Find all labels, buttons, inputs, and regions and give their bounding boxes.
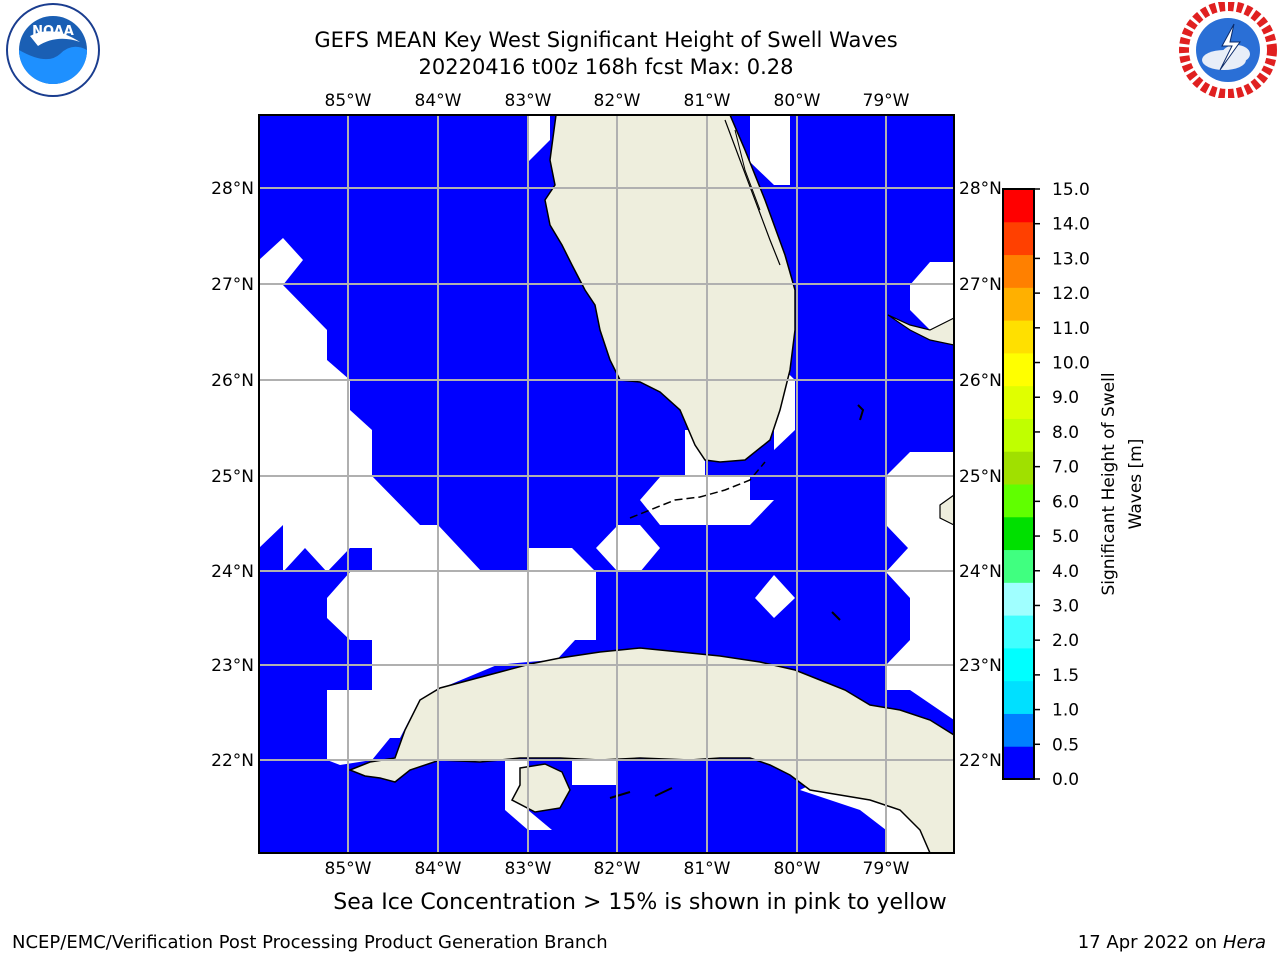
colorbar-tick-label: 1.5 — [1052, 666, 1079, 686]
colorbar-segment — [1003, 484, 1034, 518]
lon-label-top: 79°W — [863, 91, 910, 111]
lon-label-top: 81°W — [684, 91, 731, 111]
cuba-land — [347, 647, 954, 853]
florida-keys — [629, 461, 766, 519]
isla-juventud — [510, 763, 571, 813]
colorbar-segment — [1003, 647, 1034, 682]
noaa-logo-text: NOAA — [32, 24, 74, 39]
lat-label-right: 28°N — [959, 179, 1002, 199]
colorbar-tick-label: 2.0 — [1052, 631, 1079, 651]
lon-label-top: 85°W — [325, 91, 372, 111]
lat-label-right: 27°N — [959, 275, 1002, 295]
lon-label-top: 84°W — [415, 91, 462, 111]
lon-label-bottom: 84°W — [415, 859, 462, 879]
colorbar-segment — [1003, 582, 1034, 616]
lon-label-top: 82°W — [594, 91, 641, 111]
colorbar-segment — [1003, 385, 1034, 419]
sea-ice-note: Sea Ice Concentration > 15% is shown in … — [333, 890, 947, 915]
nws-logo — [1179, 2, 1277, 98]
bahamas-land — [887, 314, 954, 346]
chart-subtitle: 20220416 t00z 168h fcst Max: 0.28 — [418, 55, 794, 79]
colorbar-tick-label: 9.0 — [1052, 388, 1079, 408]
colorbar-segment — [1003, 221, 1034, 256]
lat-label-left: 23°N — [211, 656, 254, 676]
colorbar-segment — [1003, 418, 1034, 452]
colorbar-label-line2: Waves [m] — [1126, 439, 1146, 530]
lat-label-left: 22°N — [211, 751, 254, 771]
lon-label-bottom: 79°W — [863, 859, 910, 879]
colorbar-tick-label: 7.0 — [1052, 458, 1079, 478]
colorbar-tick-label: 10.0 — [1052, 354, 1090, 374]
lon-label-bottom: 82°W — [594, 859, 641, 879]
colorbar-tick-label: 4.0 — [1052, 562, 1079, 582]
colorbar-segments — [1003, 189, 1034, 780]
lat-label-right: 22°N — [959, 751, 1002, 771]
map-gridlines — [259, 115, 954, 853]
colorbar-segment — [1003, 451, 1034, 485]
colorbar-tick-label: 0.0 — [1052, 770, 1079, 790]
colorbar-segment — [1003, 680, 1034, 714]
colorbar-segment — [1003, 189, 1034, 223]
colorbar-tick-label: 12.0 — [1052, 284, 1090, 304]
colorbar-segment — [1003, 615, 1034, 649]
footer-date: 17 Apr 2022 on Hera — [1078, 932, 1266, 953]
map-frame — [258, 114, 955, 854]
lon-label-bottom: 80°W — [774, 859, 821, 879]
lon-label-top: 83°W — [505, 91, 552, 111]
colorbar-segment — [1003, 549, 1034, 583]
colorbar-tick-label: 5.0 — [1052, 527, 1079, 547]
colorbar-tick-label: 0.5 — [1052, 735, 1079, 755]
lon-label-top: 80°W — [774, 91, 821, 111]
florida-land — [544, 115, 796, 463]
colorbar-tick-label: 11.0 — [1052, 319, 1090, 339]
colorbar-segment — [1003, 287, 1034, 321]
colorbar-label-line1: Significant Height of Swell — [1099, 372, 1119, 595]
lon-label-bottom: 81°W — [684, 859, 731, 879]
noaa-logo: NOAA — [6, 3, 100, 97]
colorbar-tick-label: 6.0 — [1052, 492, 1079, 512]
footer-host: Hera — [1222, 932, 1266, 953]
colorbar: 15.0 14.0 13.0 12.0 11.0 10.0 9.0 8.0 7.0 6.0 5.0 4… — [1002, 180, 1146, 790]
lat-label-right: 23°N — [959, 656, 1002, 676]
colorbar-tick-label: 14.0 — [1052, 215, 1090, 235]
colorbar-tick-label: 3.0 — [1052, 596, 1079, 616]
lon-label-bottom: 85°W — [325, 859, 372, 879]
lat-label-right: 24°N — [959, 562, 1002, 582]
lat-label-left: 25°N — [211, 467, 254, 487]
lat-label-left: 26°N — [211, 371, 254, 391]
footer-credit: NCEP/EMC/Verification Post Processing Pr… — [12, 932, 608, 953]
colorbar-tick-label: 8.0 — [1052, 423, 1079, 443]
colorbar-segment — [1003, 713, 1034, 747]
colorbar-tick-label: 13.0 — [1052, 249, 1090, 269]
colorbar-segment — [1003, 352, 1034, 387]
colorbar-segment — [1003, 516, 1034, 551]
colorbar-frame — [1002, 188, 1035, 780]
lon-label-bottom: 83°W — [505, 859, 552, 879]
colorbar-segment — [1003, 320, 1034, 354]
map: 85°W 84°W 83°W 82°W 81°W 80°W 79°W 85°W … — [211, 91, 1002, 879]
colorbar-segment — [1003, 254, 1034, 288]
colorbar-tick-label: 1.0 — [1052, 701, 1079, 721]
chart-title: GEFS MEAN Key West Significant Height of… — [314, 28, 898, 52]
lat-label-right: 25°N — [959, 467, 1002, 487]
colorbar-segment — [1003, 746, 1034, 780]
colorbar-tick-label: 15.0 — [1052, 180, 1090, 200]
lat-label-right: 26°N — [959, 371, 1002, 391]
lat-label-left: 27°N — [211, 275, 254, 295]
lat-label-left: 24°N — [211, 562, 254, 582]
footer-date-text: 17 Apr 2022 on — [1077, 932, 1223, 953]
lat-label-left: 28°N — [211, 179, 254, 199]
